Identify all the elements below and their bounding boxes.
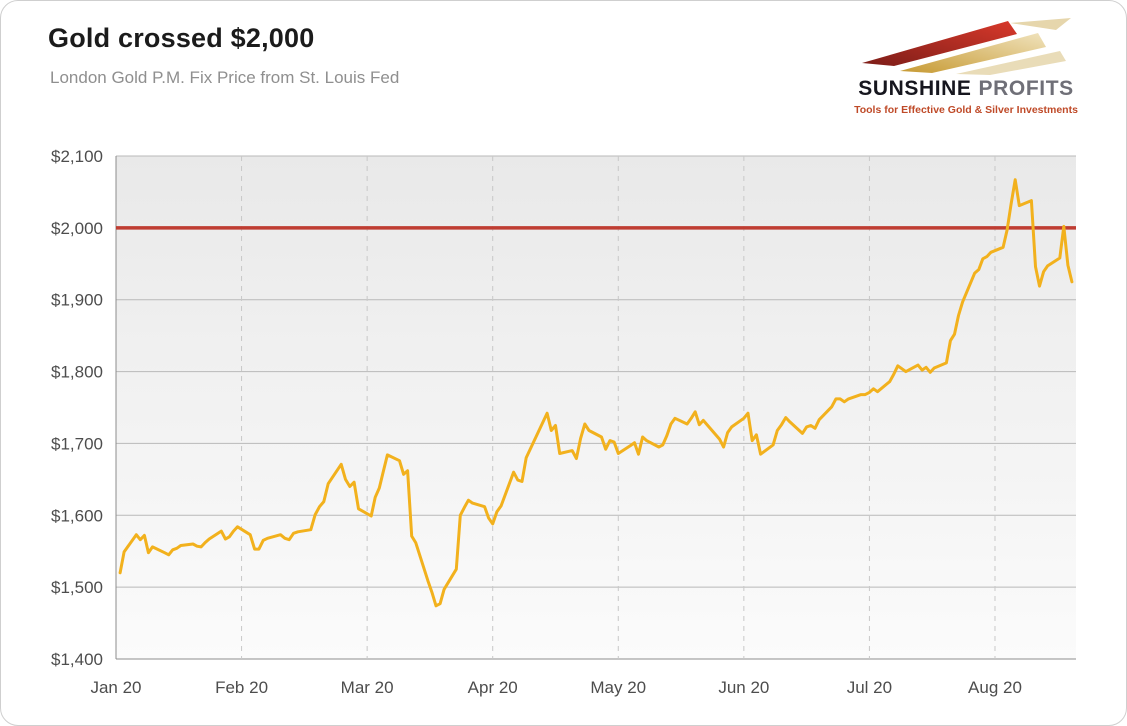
vertical-gridlines — [241, 156, 996, 659]
brand-name: SUNSHINE PROFITS — [846, 77, 1086, 101]
x-tick-label: May 20 — [590, 678, 646, 697]
plot-background — [116, 156, 1076, 659]
sunshine-profits-logo: SUNSHINE PROFITS Tools for Effective Gold… — [846, 17, 1086, 116]
y-tick-label: $1,700 — [51, 434, 103, 453]
y-tick-label: $1,900 — [51, 291, 103, 310]
y-axis-tick-labels: $1,400 $1,500 $1,600 $1,700 $1,800 $1,900 $2,0… — [51, 147, 103, 669]
x-tick-label: Jun 20 — [718, 678, 769, 697]
y-tick-label: $1,500 — [51, 578, 103, 597]
gold-price-line — [118, 178, 1074, 608]
brand-sunshine: SUNSHINE — [858, 77, 972, 100]
y-tick-label: $2,000 — [51, 219, 103, 238]
y-tick-label: $1,800 — [51, 363, 103, 382]
x-axis-tick-labels: Jan 20 Feb 20 Mar 20 Apr 20 May 20 Jun 20 Jul … — [90, 678, 1021, 697]
x-tick-label: Feb 20 — [215, 678, 268, 697]
y-tick-label: $1,400 — [51, 650, 103, 669]
x-tick-label: Jul 20 — [847, 678, 892, 697]
x-tick-label: Mar 20 — [341, 678, 394, 697]
page-title: Gold crossed $2,000 — [48, 23, 315, 53]
x-tick-label: Jan 20 — [90, 678, 141, 697]
logo-arrows-icon — [862, 18, 1071, 75]
y-tick-label: $2,100 — [51, 147, 103, 166]
x-tick-label: Apr 20 — [468, 678, 518, 697]
y-tick-label: $1,600 — [51, 506, 103, 525]
brand-profits: PROFITS — [978, 77, 1074, 100]
logo-tagline: Tools for Effective Gold & Silver Invest… — [854, 104, 1078, 116]
chart-subtitle: London Gold P.M. Fix Price from St. Loui… — [50, 68, 400, 87]
x-tick-label: Aug 20 — [968, 678, 1022, 697]
